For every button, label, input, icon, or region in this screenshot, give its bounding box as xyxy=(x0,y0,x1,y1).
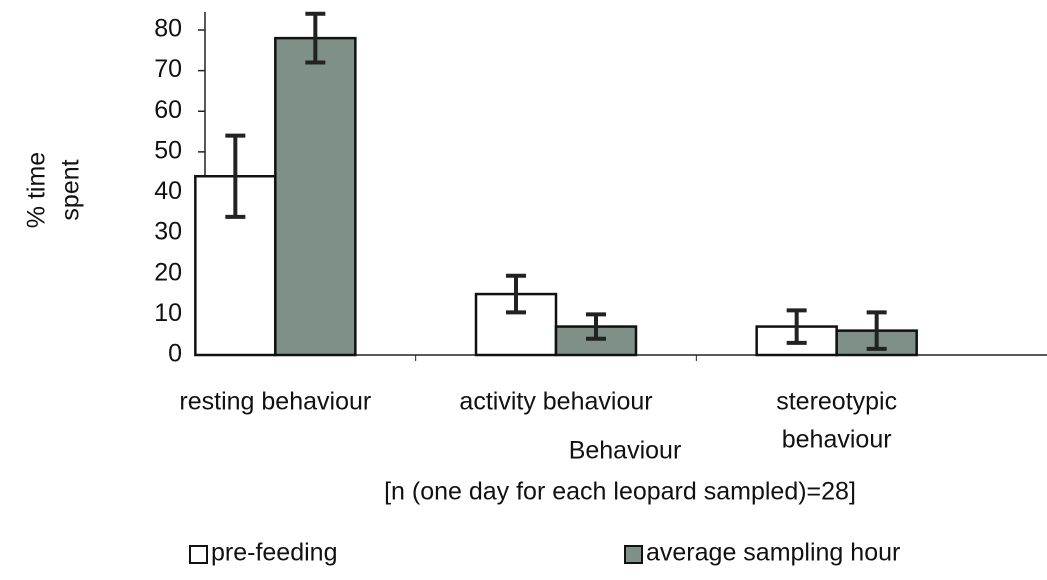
y-tick-label: 60 xyxy=(154,96,182,124)
x-tick-label: activity behaviour xyxy=(459,388,652,416)
y-tick-label: 10 xyxy=(154,299,182,327)
y-axis-label: spent xyxy=(57,159,85,220)
y-tick-label: 0 xyxy=(168,340,182,368)
legend-swatch xyxy=(189,545,208,564)
error-bar xyxy=(305,11,326,65)
x-tick-label: behaviour xyxy=(782,426,892,454)
legend-swatch xyxy=(624,545,643,564)
x-tick-label: resting behaviour xyxy=(179,388,371,416)
x-axis-label: Behaviour xyxy=(569,437,682,465)
y-tick-label: 40 xyxy=(154,177,182,205)
error-bar xyxy=(586,312,606,341)
y-tick-label: 70 xyxy=(154,55,182,83)
bar xyxy=(274,36,357,357)
y-tick-label: 30 xyxy=(154,218,182,246)
legend-label: average sampling hour xyxy=(646,539,900,567)
legend-label: pre-feeding xyxy=(211,539,337,567)
error-bar xyxy=(786,308,807,345)
error-bar xyxy=(506,273,526,315)
y-axis-label: % time xyxy=(23,152,51,228)
error-bar xyxy=(225,133,246,219)
x-tick-label: stereotypic xyxy=(776,388,897,416)
y-tick-label: 20 xyxy=(154,258,182,286)
error-bar xyxy=(866,310,887,351)
note: [n (one day for each leopard sampled)=28… xyxy=(384,478,856,506)
y-tick-label: 80 xyxy=(154,15,182,43)
y-tick-label: 50 xyxy=(154,136,182,164)
